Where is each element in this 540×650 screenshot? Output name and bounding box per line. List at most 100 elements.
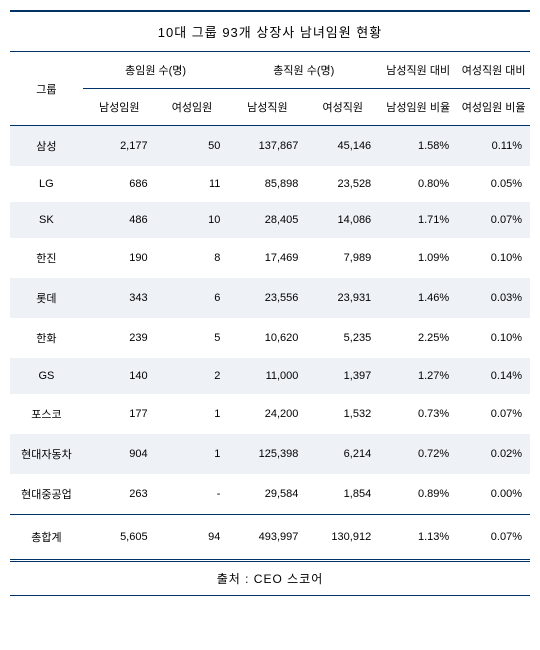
total-m-ratio: 1.13%	[379, 515, 457, 561]
cell-f-emp: 1,397	[306, 358, 379, 394]
cell-f-ratio: 0.10%	[457, 318, 530, 358]
cell-f-exec: 5	[156, 318, 229, 358]
table-row: 현대중공업263-29,5841,8540.89%0.00%	[10, 474, 530, 515]
cell-m-emp: 125,398	[228, 434, 306, 474]
cell-f-emp: 1,854	[306, 474, 379, 515]
cell-m-emp: 23,556	[228, 278, 306, 318]
cell-f-ratio: 0.07%	[457, 202, 530, 238]
total-f-exec: 94	[156, 515, 229, 561]
table-row: 한진190817,4697,9891.09%0.10%	[10, 238, 530, 278]
cell-f-ratio: 0.02%	[457, 434, 530, 474]
table-container: 10대 그룹 93개 상장사 남녀임원 현황 그룹 총임원 수(명) 총직원 수…	[10, 10, 530, 596]
cell-f-ratio: 0.10%	[457, 238, 530, 278]
cell-f-exec: 1	[156, 434, 229, 474]
cell-f-exec: -	[156, 474, 229, 515]
cell-group: LG	[10, 166, 83, 202]
cell-m-exec: 239	[83, 318, 156, 358]
table-row: 포스코177124,2001,5320.73%0.07%	[10, 394, 530, 434]
data-table: 10대 그룹 93개 상장사 남녀임원 현황 그룹 총임원 수(명) 총직원 수…	[10, 10, 530, 596]
cell-f-ratio: 0.00%	[457, 474, 530, 515]
cell-f-exec: 1	[156, 394, 229, 434]
table-row: 한화239510,6205,2352.25%0.10%	[10, 318, 530, 358]
cell-f-ratio: 0.11%	[457, 126, 530, 167]
cell-m-emp: 10,620	[228, 318, 306, 358]
cell-m-emp: 17,469	[228, 238, 306, 278]
header-group: 그룹	[10, 52, 83, 126]
cell-m-ratio: 1.58%	[379, 126, 457, 167]
table-body: 삼성2,17750137,86745,1461.58%0.11%LG686118…	[10, 126, 530, 596]
header-male-emp: 남성직원	[228, 89, 306, 126]
cell-m-emp: 29,584	[228, 474, 306, 515]
cell-group: GS	[10, 358, 83, 394]
header-female-ratio-2: 여성임원 비율	[457, 89, 530, 126]
cell-group: 삼성	[10, 126, 83, 167]
cell-f-ratio: 0.07%	[457, 394, 530, 434]
table-row: SK4861028,40514,0861.71%0.07%	[10, 202, 530, 238]
cell-m-ratio: 1.71%	[379, 202, 457, 238]
cell-f-emp: 23,528	[306, 166, 379, 202]
table-row: 현대자동차9041125,3986,2140.72%0.02%	[10, 434, 530, 474]
cell-f-exec: 6	[156, 278, 229, 318]
total-row: 총합계5,60594493,997130,9121.13%0.07%	[10, 515, 530, 561]
total-label: 총합계	[10, 515, 83, 561]
cell-f-emp: 1,532	[306, 394, 379, 434]
cell-f-exec: 11	[156, 166, 229, 202]
title-row: 10대 그룹 93개 상장사 남녀임원 현황	[10, 11, 530, 52]
cell-m-exec: 190	[83, 238, 156, 278]
header-male-ratio-2: 남성임원 비율	[379, 89, 457, 126]
cell-m-ratio: 2.25%	[379, 318, 457, 358]
header-female-exec: 여성임원	[156, 89, 229, 126]
cell-m-exec: 140	[83, 358, 156, 394]
source-text: 출처 : CEO 스코어	[10, 561, 530, 596]
cell-f-exec: 50	[156, 126, 229, 167]
header-group-row: 그룹 총임원 수(명) 총직원 수(명) 남성직원 대비 여성직원 대비	[10, 52, 530, 89]
cell-group: 한진	[10, 238, 83, 278]
cell-m-emp: 137,867	[228, 126, 306, 167]
table-row: 삼성2,17750137,86745,1461.58%0.11%	[10, 126, 530, 167]
cell-m-ratio: 0.72%	[379, 434, 457, 474]
cell-group: SK	[10, 202, 83, 238]
cell-m-exec: 686	[83, 166, 156, 202]
cell-f-exec: 10	[156, 202, 229, 238]
total-f-emp: 130,912	[306, 515, 379, 561]
cell-m-exec: 904	[83, 434, 156, 474]
cell-m-emp: 24,200	[228, 394, 306, 434]
total-f-ratio: 0.07%	[457, 515, 530, 561]
cell-f-ratio: 0.14%	[457, 358, 530, 394]
cell-m-exec: 343	[83, 278, 156, 318]
table-row: 롯데343623,55623,9311.46%0.03%	[10, 278, 530, 318]
header-female-emp: 여성직원	[306, 89, 379, 126]
source-row: 출처 : CEO 스코어	[10, 561, 530, 596]
cell-m-emp: 11,000	[228, 358, 306, 394]
cell-m-ratio: 0.73%	[379, 394, 457, 434]
header-emp-total: 총직원 수(명)	[228, 52, 379, 89]
total-m-emp: 493,997	[228, 515, 306, 561]
cell-f-ratio: 0.05%	[457, 166, 530, 202]
cell-group: 한화	[10, 318, 83, 358]
header-female-ratio-1: 여성직원 대비	[457, 52, 530, 89]
cell-m-emp: 85,898	[228, 166, 306, 202]
cell-m-exec: 263	[83, 474, 156, 515]
cell-m-ratio: 0.80%	[379, 166, 457, 202]
cell-m-ratio: 1.46%	[379, 278, 457, 318]
cell-f-emp: 5,235	[306, 318, 379, 358]
cell-m-exec: 2,177	[83, 126, 156, 167]
cell-m-emp: 28,405	[228, 202, 306, 238]
cell-m-exec: 177	[83, 394, 156, 434]
header-male-exec: 남성임원	[83, 89, 156, 126]
cell-f-emp: 45,146	[306, 126, 379, 167]
cell-m-ratio: 1.09%	[379, 238, 457, 278]
header-male-ratio-1: 남성직원 대비	[379, 52, 457, 89]
cell-f-emp: 6,214	[306, 434, 379, 474]
total-m-exec: 5,605	[83, 515, 156, 561]
table-row: GS140211,0001,3971.27%0.14%	[10, 358, 530, 394]
cell-m-ratio: 0.89%	[379, 474, 457, 515]
table-row: LG6861185,89823,5280.80%0.05%	[10, 166, 530, 202]
cell-group: 롯데	[10, 278, 83, 318]
cell-f-exec: 2	[156, 358, 229, 394]
cell-f-emp: 7,989	[306, 238, 379, 278]
table-title: 10대 그룹 93개 상장사 남녀임원 현황	[10, 11, 530, 52]
header-exec-total: 총임원 수(명)	[83, 52, 229, 89]
cell-f-exec: 8	[156, 238, 229, 278]
cell-group: 포스코	[10, 394, 83, 434]
